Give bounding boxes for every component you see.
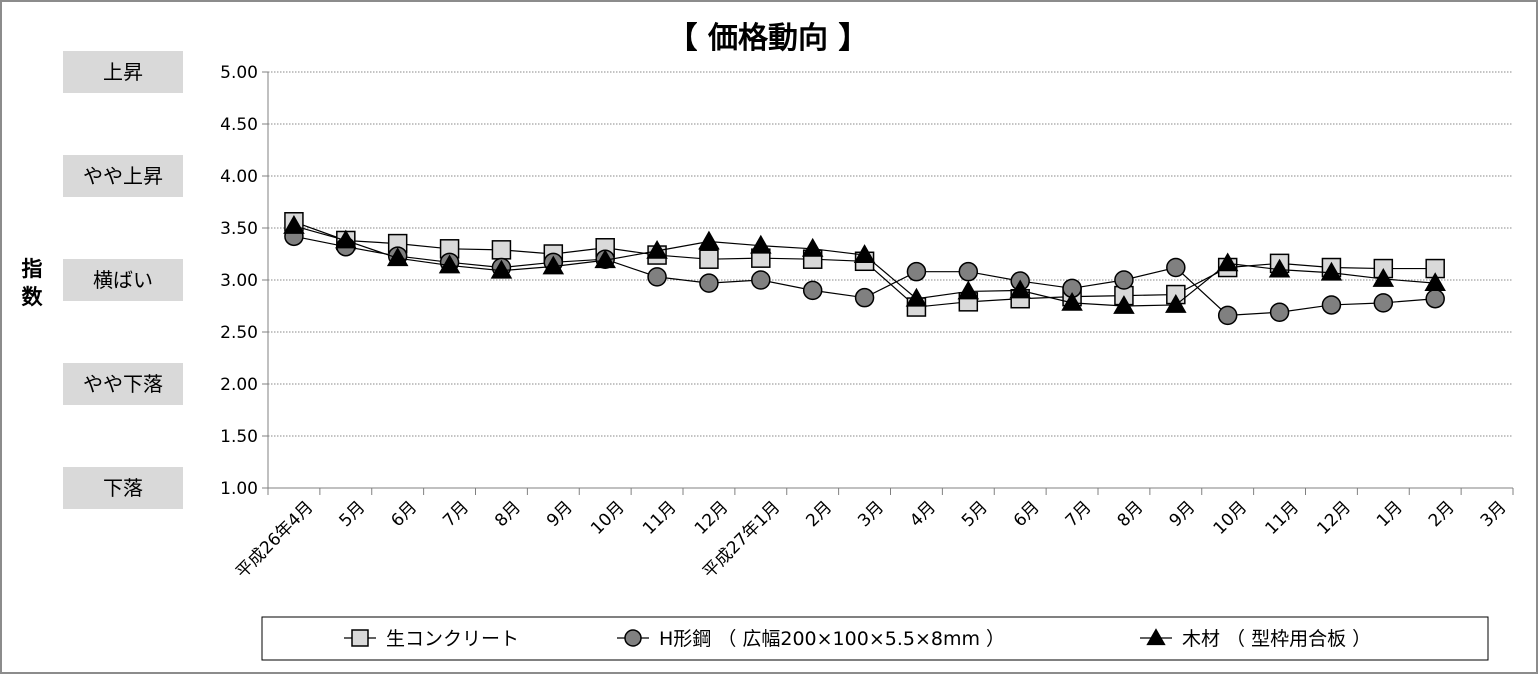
data-point-triangle (698, 230, 720, 250)
band-label: やや下落 (83, 372, 163, 396)
data-point-triangle (1146, 628, 1166, 646)
data-point-triangle (594, 249, 616, 269)
data-point-circle (1373, 293, 1394, 313)
chart-title: 【 価格動向 】 (668, 21, 869, 56)
data-point-triangle (1372, 268, 1395, 287)
y-tick-label: 4.50 (220, 115, 258, 135)
data-point-triangle (335, 229, 357, 249)
data-point-circle (854, 287, 875, 308)
data-point-triangle (1268, 258, 1291, 278)
y-tick-label: 3.50 (220, 219, 258, 239)
data-point-square (491, 240, 512, 260)
legend-label: H形鋼 （ 広幅200×100×5.5×8mm ） (659, 628, 1005, 650)
y-tick-label: 1.00 (220, 479, 258, 499)
band-label-box (63, 155, 183, 197)
data-point-triangle (386, 247, 409, 267)
y-tick-label: 4.00 (220, 167, 258, 187)
y-axis-label-char: 指 (22, 257, 43, 281)
data-point-circle (906, 261, 927, 282)
data-point-triangle (750, 234, 772, 254)
band-label-box (63, 51, 183, 93)
data-point-triangle (646, 239, 668, 259)
band-label: 上昇 (103, 60, 143, 84)
band-label: 下落 (103, 476, 143, 500)
data-point-triangle (1216, 252, 1239, 272)
data-point-circle (802, 280, 823, 301)
data-point-circle (1321, 295, 1342, 315)
y-tick-label: 3.00 (220, 271, 258, 291)
legend-label: 生コンクリート (386, 628, 519, 650)
y-tick-label: 1.50 (220, 427, 258, 447)
y-tick-label: 2.50 (220, 323, 258, 343)
data-point-triangle (1113, 295, 1135, 314)
data-point-circle (1166, 257, 1186, 278)
data-point-square (351, 629, 369, 647)
data-point-circle (1114, 270, 1134, 290)
data-point-circle (1217, 305, 1238, 326)
legend: 生コンクリート H形鋼 （ 広幅200×100×5.5×8mm ） 木材 （ 型枠用… (261, 616, 1489, 661)
data-point-triangle (1165, 294, 1187, 313)
data-point-triangle (1424, 272, 1446, 292)
data-point-circle (624, 629, 642, 647)
series (283, 212, 1446, 326)
data-point-triangle (490, 259, 513, 279)
data-point-triangle (853, 244, 876, 263)
data-point-triangle (438, 254, 461, 274)
data-point-circle (1269, 302, 1290, 322)
data-point-circle (958, 261, 979, 282)
data-point-triangle (283, 215, 305, 234)
y-axis-label-char: 数 (22, 285, 44, 309)
data-point-triangle (905, 287, 928, 307)
y-axis-label: 指数 (22, 257, 44, 309)
gridlines (268, 71, 1513, 437)
band-label: 横ばい (93, 268, 153, 292)
y-tick-label: 5.00 (220, 63, 258, 83)
data-point-circle (647, 267, 667, 287)
data-point-circle (699, 273, 719, 293)
legend-box (261, 616, 1489, 661)
band-label: やや上昇 (83, 164, 163, 188)
band-label-box (63, 363, 183, 405)
y-tick-label: 2.00 (220, 375, 258, 395)
band-label-box (63, 467, 183, 509)
series-group (283, 215, 1446, 314)
band-label-box (63, 259, 183, 301)
data-point-triangle (1009, 279, 1031, 299)
data-point-circle (751, 270, 771, 290)
data-point-triangle (1320, 261, 1343, 281)
data-point-triangle (542, 255, 565, 275)
data-point-square (699, 249, 719, 269)
data-point-circle (1425, 288, 1445, 309)
legend-label: 木材 （ 型枠用合板 ） (1182, 628, 1371, 650)
data-point-triangle (801, 237, 824, 257)
data-point-triangle (1061, 291, 1083, 311)
data-point-triangle (957, 280, 980, 300)
